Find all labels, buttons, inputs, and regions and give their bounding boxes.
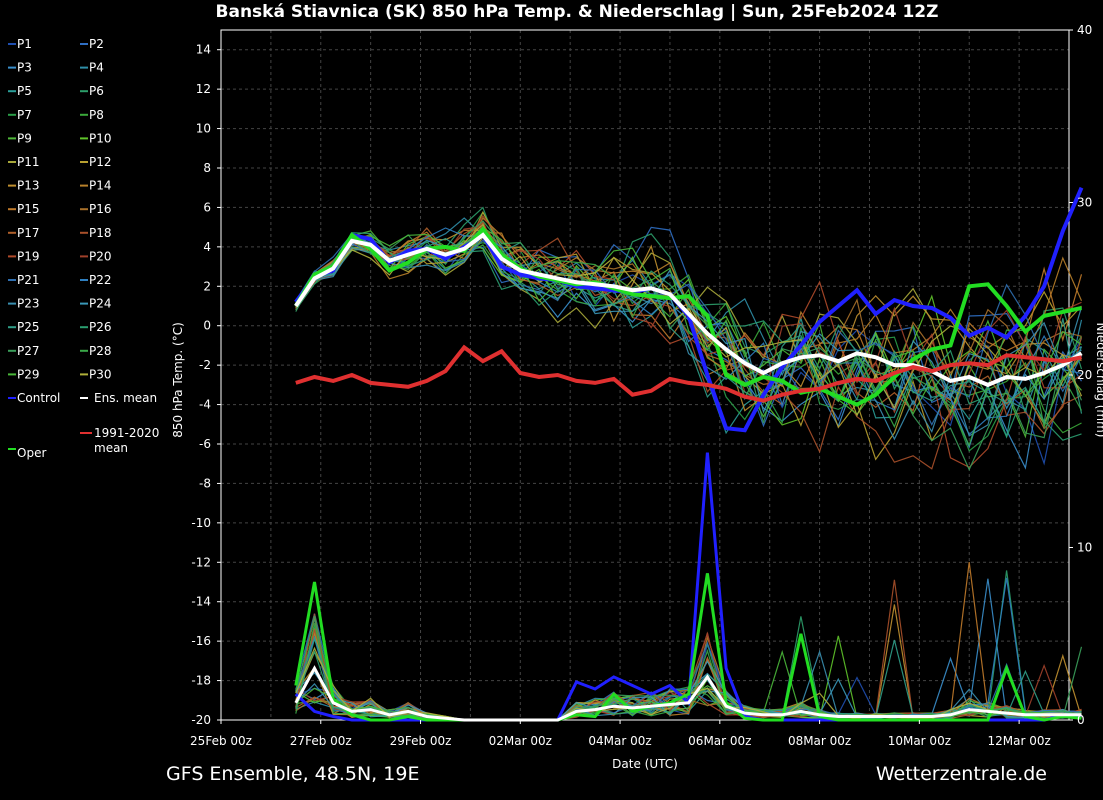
footer-source: Wetterzentrale.de bbox=[876, 763, 1047, 785]
legend-label: P24 bbox=[89, 297, 112, 311]
y-right-tick-label: 10 bbox=[1077, 541, 1092, 555]
precipitation-lines bbox=[294, 452, 1083, 722]
legend-label: P3 bbox=[17, 61, 32, 75]
legend-label: P7 bbox=[17, 108, 32, 122]
oper-precip-line bbox=[294, 573, 1082, 722]
legend-label: P13 bbox=[17, 179, 40, 193]
y-tick-label: 2 bbox=[203, 279, 211, 293]
y-tick-label: -6 bbox=[199, 437, 211, 451]
y-axis-right-ticks: 40 30 20 10 0 bbox=[1069, 23, 1092, 727]
x-tick-label: 27Feb 00z bbox=[290, 734, 352, 748]
legend: P1 P2 P3 P4 P5 P6 P7 P8 P9 P10 P11 P12 P13 P14 P15 P16 P… bbox=[8, 37, 159, 460]
legend-label: P18 bbox=[89, 226, 112, 240]
y-tick-label: -12 bbox=[191, 555, 211, 569]
y-tick-label: 12 bbox=[196, 82, 211, 96]
member-temp-line bbox=[295, 233, 1083, 426]
legend-label: Control bbox=[17, 391, 60, 405]
legend-label: P25 bbox=[17, 320, 40, 334]
member-temp-line bbox=[295, 211, 1083, 452]
legend-label: P27 bbox=[17, 344, 40, 358]
ens-mean-temp-line bbox=[294, 232, 1083, 388]
y-axis-ticks: 14 12 10 8 6 4 2 0 -2 -4 -6 -8 -10 -12 -14 -16 -18 -20 bbox=[191, 43, 221, 727]
legend-label: P1 bbox=[17, 37, 32, 51]
y-tick-label: -4 bbox=[199, 398, 211, 412]
legend-label: P29 bbox=[17, 367, 40, 381]
legend-label: P15 bbox=[17, 202, 40, 216]
x-axis-label: Date (UTC) bbox=[612, 757, 678, 771]
y-tick-label: -18 bbox=[191, 674, 211, 688]
member-temp-line bbox=[295, 220, 1083, 471]
legend-label: P16 bbox=[89, 202, 112, 216]
legend-label: P19 bbox=[17, 249, 40, 263]
legend-label: P22 bbox=[89, 273, 112, 287]
legend-label: P11 bbox=[17, 155, 40, 169]
member-temp-line bbox=[295, 232, 1082, 441]
x-tick-label: 10Mar 00z bbox=[888, 734, 951, 748]
y-axis-right-label: Niederschlag (mm) bbox=[1094, 323, 1103, 438]
legend-label: mean bbox=[94, 441, 128, 455]
x-tick-label: 04Mar 00z bbox=[588, 734, 651, 748]
legend-label: P12 bbox=[89, 155, 112, 169]
legend-label: P14 bbox=[89, 179, 112, 193]
y-tick-label: 8 bbox=[203, 161, 211, 175]
legend-label: P8 bbox=[89, 108, 104, 122]
y-tick-label: 4 bbox=[203, 240, 211, 254]
legend-label: P4 bbox=[89, 61, 104, 75]
legend-label: Ens. mean bbox=[94, 391, 157, 405]
legend-label: P9 bbox=[17, 131, 32, 145]
chart-title: Banská Stiavnica (SK) 850 hPa Temp. & Ni… bbox=[216, 2, 939, 22]
y-tick-label: -14 bbox=[191, 595, 211, 609]
legend-label: P5 bbox=[17, 84, 32, 98]
x-tick-label: 08Mar 00z bbox=[788, 734, 851, 748]
legend-label: P20 bbox=[89, 249, 112, 263]
member-temp-line bbox=[295, 233, 1083, 441]
y-tick-label: -10 bbox=[191, 516, 211, 530]
x-tick-label: 25Feb 00z bbox=[190, 734, 252, 748]
legend-label: P23 bbox=[17, 297, 40, 311]
legend-label: 1991-2020 bbox=[94, 426, 159, 440]
temperature-lines bbox=[294, 186, 1084, 471]
member-temp-line bbox=[295, 223, 1083, 417]
y-right-tick-label: 20 bbox=[1077, 368, 1092, 382]
x-tick-label: 02Mar 00z bbox=[489, 734, 552, 748]
footer-model-info: GFS Ensemble, 48.5N, 19E bbox=[166, 763, 419, 785]
x-axis-ticks: 25Feb 00z 27Feb 00z 29Feb 00z 02Mar 00z 04Ma… bbox=[190, 720, 1051, 748]
y-right-tick-label: 0 bbox=[1077, 713, 1085, 727]
y-right-tick-label: 30 bbox=[1077, 196, 1092, 210]
legend-label: P2 bbox=[89, 37, 104, 51]
y-tick-label: -2 bbox=[199, 358, 211, 372]
legend-label: P21 bbox=[17, 273, 40, 287]
y-tick-label: -20 bbox=[191, 713, 211, 727]
member-temp-line bbox=[295, 234, 1083, 425]
legend-label: Oper bbox=[17, 446, 46, 460]
y-tick-label: -16 bbox=[191, 634, 211, 648]
x-tick-label: 29Feb 00z bbox=[390, 734, 452, 748]
legend-label: P30 bbox=[89, 367, 112, 381]
y-tick-label: 6 bbox=[203, 200, 211, 214]
y-tick-label: 10 bbox=[196, 122, 211, 136]
legend-label: P28 bbox=[89, 344, 112, 358]
y-axis-label: 850 hPa Temp. (°C) bbox=[171, 322, 185, 438]
x-tick-label: 12Mar 00z bbox=[987, 734, 1050, 748]
x-tick-label: 06Mar 00z bbox=[688, 734, 751, 748]
legend-label: P17 bbox=[17, 226, 40, 240]
y-tick-label: 0 bbox=[203, 319, 211, 333]
y-right-tick-label: 40 bbox=[1077, 23, 1092, 37]
y-tick-label: 14 bbox=[196, 43, 211, 57]
member-temp-line bbox=[295, 231, 1083, 388]
legend-label: P6 bbox=[89, 84, 104, 98]
member-temp-line bbox=[295, 217, 1083, 420]
1991-2020-mean-temp-line bbox=[295, 344, 1082, 403]
ens-mean-precip-line bbox=[294, 665, 1082, 722]
legend-label: P10 bbox=[89, 131, 112, 145]
legend-label: P26 bbox=[89, 320, 112, 334]
y-tick-label: -8 bbox=[199, 476, 211, 490]
